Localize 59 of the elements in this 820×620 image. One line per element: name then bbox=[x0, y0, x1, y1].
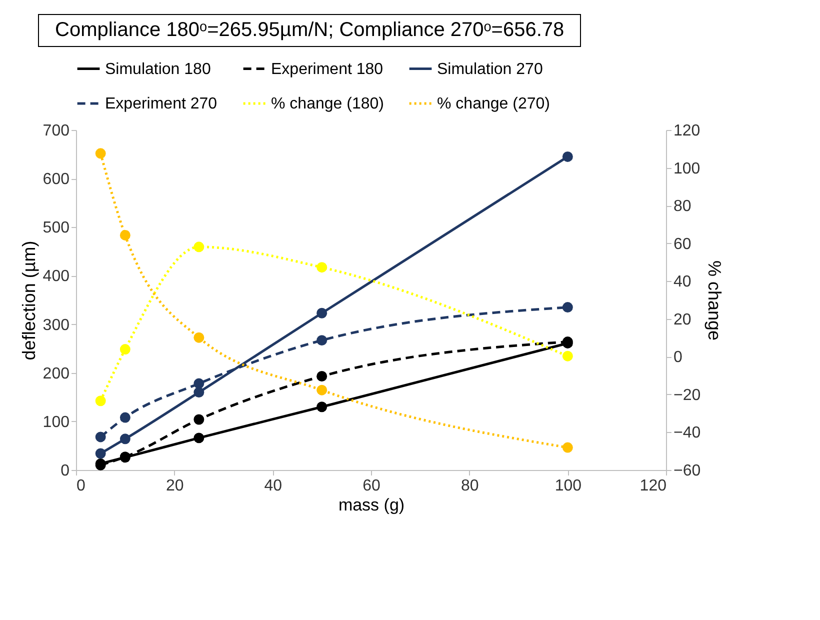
point bbox=[316, 262, 328, 273]
legend-label: Experiment 180 bbox=[271, 60, 384, 78]
y2-tick-label: −40 bbox=[674, 424, 701, 442]
y-tick-label: 500 bbox=[42, 220, 70, 237]
point bbox=[316, 308, 328, 318]
y-tick-label: 0 bbox=[60, 462, 70, 480]
point bbox=[120, 344, 130, 355]
legend-label: % change (270) bbox=[437, 96, 550, 112]
x-tick-label: 80 bbox=[460, 478, 479, 494]
x-tick-label: 60 bbox=[362, 478, 380, 494]
point bbox=[562, 442, 573, 453]
point bbox=[95, 448, 106, 459]
x-tick-label: 100 bbox=[554, 478, 582, 494]
y2-tick-label: 60 bbox=[674, 236, 692, 253]
point bbox=[316, 402, 328, 412]
point bbox=[316, 371, 328, 382]
y-axis-title: deflection (µm) bbox=[18, 240, 39, 360]
y-tick-label: 700 bbox=[42, 122, 70, 140]
y-tick-label: 300 bbox=[42, 316, 70, 334]
y2-tick-label: 100 bbox=[674, 160, 700, 178]
y2-tick-label: 40 bbox=[674, 274, 692, 291]
point bbox=[316, 384, 328, 396]
point bbox=[95, 432, 106, 442]
point bbox=[194, 378, 204, 389]
x-tick-label: 20 bbox=[166, 478, 184, 494]
point bbox=[562, 151, 573, 162]
point bbox=[194, 332, 204, 343]
chart-title: Compliance 180ᵒ=265.95µm/N; Compliance 270ᵒ=656.78 bbox=[38, 14, 582, 47]
point bbox=[120, 412, 130, 423]
y2-tick-label: −60 bbox=[674, 462, 701, 480]
y2-tick-label: 120 bbox=[674, 122, 700, 140]
legend-label: Experiment 270 bbox=[105, 96, 218, 112]
point bbox=[194, 432, 204, 444]
y2-tick-label: 0 bbox=[674, 349, 682, 366]
legend-label: Simulation 270 bbox=[437, 60, 543, 78]
x-tick-label: 120 bbox=[640, 478, 667, 494]
y-tick-label: 400 bbox=[42, 268, 70, 286]
y-tick-label: 200 bbox=[42, 365, 70, 382]
point bbox=[120, 230, 130, 240]
y-tick-label: 600 bbox=[42, 171, 70, 188]
point bbox=[194, 387, 204, 398]
point bbox=[194, 414, 204, 425]
point bbox=[95, 396, 106, 406]
y-tick-label: 100 bbox=[42, 414, 70, 431]
x-tick-label: 40 bbox=[264, 478, 282, 494]
legend-label: Simulation 180 bbox=[105, 60, 211, 78]
y2-tick-label: −20 bbox=[674, 386, 701, 404]
x-axis-title: mass (g) bbox=[338, 496, 405, 514]
point bbox=[95, 148, 106, 159]
y2-tick-label: 20 bbox=[674, 311, 692, 328]
point bbox=[194, 242, 204, 252]
point bbox=[562, 302, 573, 313]
y2-tick-label: 80 bbox=[674, 198, 692, 216]
point bbox=[120, 434, 130, 444]
point bbox=[562, 350, 573, 362]
y2-axis-title: % change bbox=[704, 260, 725, 341]
x-tick-label: 0 bbox=[76, 478, 86, 494]
point bbox=[316, 335, 328, 346]
legend-label: % change (180) bbox=[271, 96, 384, 112]
